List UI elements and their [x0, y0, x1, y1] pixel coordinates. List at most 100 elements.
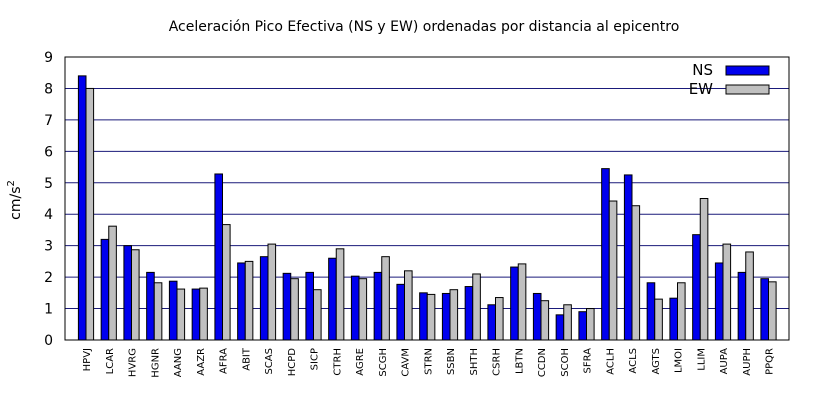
x-tick-label: HGNR — [150, 348, 161, 378]
bar-ew — [563, 304, 572, 341]
bar-ns — [214, 173, 223, 341]
x-tick-label: CTRH — [332, 348, 343, 376]
y-tick-label: 9 — [44, 50, 53, 66]
bar-ns — [464, 286, 474, 341]
x-tick-label: AGTS — [651, 348, 662, 375]
x-tick-label: SCGH — [378, 348, 389, 377]
bar-ew — [153, 282, 163, 341]
bar-ns — [100, 238, 110, 341]
bar-ns — [646, 282, 656, 341]
x-tick-label: ABIT — [241, 347, 252, 371]
bar-ns — [510, 266, 519, 341]
bar-ew — [426, 293, 436, 341]
x-tick-label: SICP — [310, 348, 321, 370]
bar-ns — [623, 174, 633, 341]
bar-ew — [199, 287, 208, 341]
bar-ew — [358, 278, 368, 341]
bar-ns — [305, 271, 314, 341]
legend-swatch — [725, 65, 770, 76]
bar-ns — [692, 234, 701, 341]
bar-ns — [328, 257, 337, 341]
y-axis-label: cm/s2 — [6, 180, 24, 220]
x-tick-label: STRN — [423, 348, 434, 375]
bar-ns — [419, 292, 428, 341]
x-tick-label: AUPH — [742, 348, 753, 376]
bar-ew — [722, 243, 732, 341]
bar-ns — [191, 288, 201, 341]
x-tick-label: SCAS — [264, 348, 275, 375]
bar-ew — [290, 278, 299, 341]
y-tick-label: 4 — [44, 207, 53, 223]
bar-ew — [85, 87, 95, 341]
x-tick-label: HCPD — [287, 348, 298, 377]
bar-ns — [77, 75, 87, 341]
bar-ns — [373, 271, 383, 341]
bar-ew — [495, 297, 504, 341]
bar-ew — [381, 256, 390, 341]
bar-ns — [555, 314, 565, 341]
x-tick-label: SHTH — [469, 348, 480, 376]
bar-ew — [540, 300, 550, 341]
y-tick-label: 5 — [44, 176, 53, 192]
x-tick-label: SCOH — [560, 348, 571, 377]
bar-ew — [244, 260, 254, 341]
bar-ns — [601, 168, 610, 341]
x-tick-label: ACLH — [605, 348, 616, 375]
bar-ew — [608, 200, 618, 341]
bar-ew — [222, 224, 231, 341]
bar-ew — [313, 289, 322, 341]
bar-ew — [472, 273, 481, 341]
bar-ns — [282, 272, 292, 341]
bar-ns — [396, 283, 405, 341]
bar-ew — [449, 289, 459, 341]
x-tick-label: AAZR — [196, 348, 207, 376]
bar-ns — [714, 262, 724, 341]
y-tick-label: 2 — [44, 270, 53, 286]
x-tick-label: CAVM — [401, 348, 412, 377]
grid — [65, 87, 789, 310]
y-tick-label: 6 — [44, 144, 53, 160]
bar-ew — [586, 308, 595, 341]
chart-title: Aceleración Pico Efectiva (NS y EW) orde… — [169, 19, 680, 35]
bar-ew — [108, 225, 117, 341]
y-tick-label: 1 — [44, 302, 53, 318]
x-tick-label: AANG — [173, 348, 184, 377]
x-tick-label: SFRA — [583, 348, 594, 374]
bar-ns — [168, 280, 178, 341]
bar-ns — [123, 245, 133, 341]
bar-ns — [532, 292, 542, 341]
bar-ew — [768, 281, 777, 341]
bar-ew — [745, 251, 754, 341]
x-tick-label: LCAR — [105, 348, 116, 374]
bar-ew — [335, 248, 345, 341]
x-tick-label: AGRE — [355, 348, 366, 376]
bar-ew — [699, 198, 709, 341]
x-tick-label: SSBN — [446, 348, 457, 375]
bar-ew — [517, 263, 527, 341]
x-tick-label: HVRG — [128, 348, 139, 377]
plot-frame — [64, 56, 790, 341]
x-tick-label: ACLS — [628, 348, 639, 374]
bar-ns — [669, 297, 679, 341]
x-tick-label: AFRA — [219, 348, 230, 374]
y-tick-label: 3 — [44, 239, 53, 255]
bar-ns — [259, 256, 269, 341]
x-tick-label: LBTN — [514, 348, 525, 374]
legend-label: EW — [689, 80, 713, 98]
bar-ns — [487, 304, 496, 341]
bar-ns — [441, 292, 451, 341]
bars — [77, 75, 777, 341]
y-tick-label: 8 — [44, 81, 53, 97]
x-tick-label: LLIM — [696, 348, 707, 371]
x-tick-label: LMOI — [674, 348, 685, 373]
bar-ew — [267, 243, 277, 341]
legend-label: NS — [692, 61, 713, 79]
x-ticks: HPVJ LCAR HVRG HGNR AANG AAZR AFRA ABIT SCAS HCPD… — [82, 347, 776, 378]
bar-ns — [760, 278, 770, 341]
bar-ew — [631, 205, 641, 341]
bar-ew — [654, 298, 663, 341]
bar-ew — [677, 282, 686, 341]
x-tick-label: AUPA — [719, 348, 730, 375]
y-tick-label: 0 — [44, 333, 53, 349]
